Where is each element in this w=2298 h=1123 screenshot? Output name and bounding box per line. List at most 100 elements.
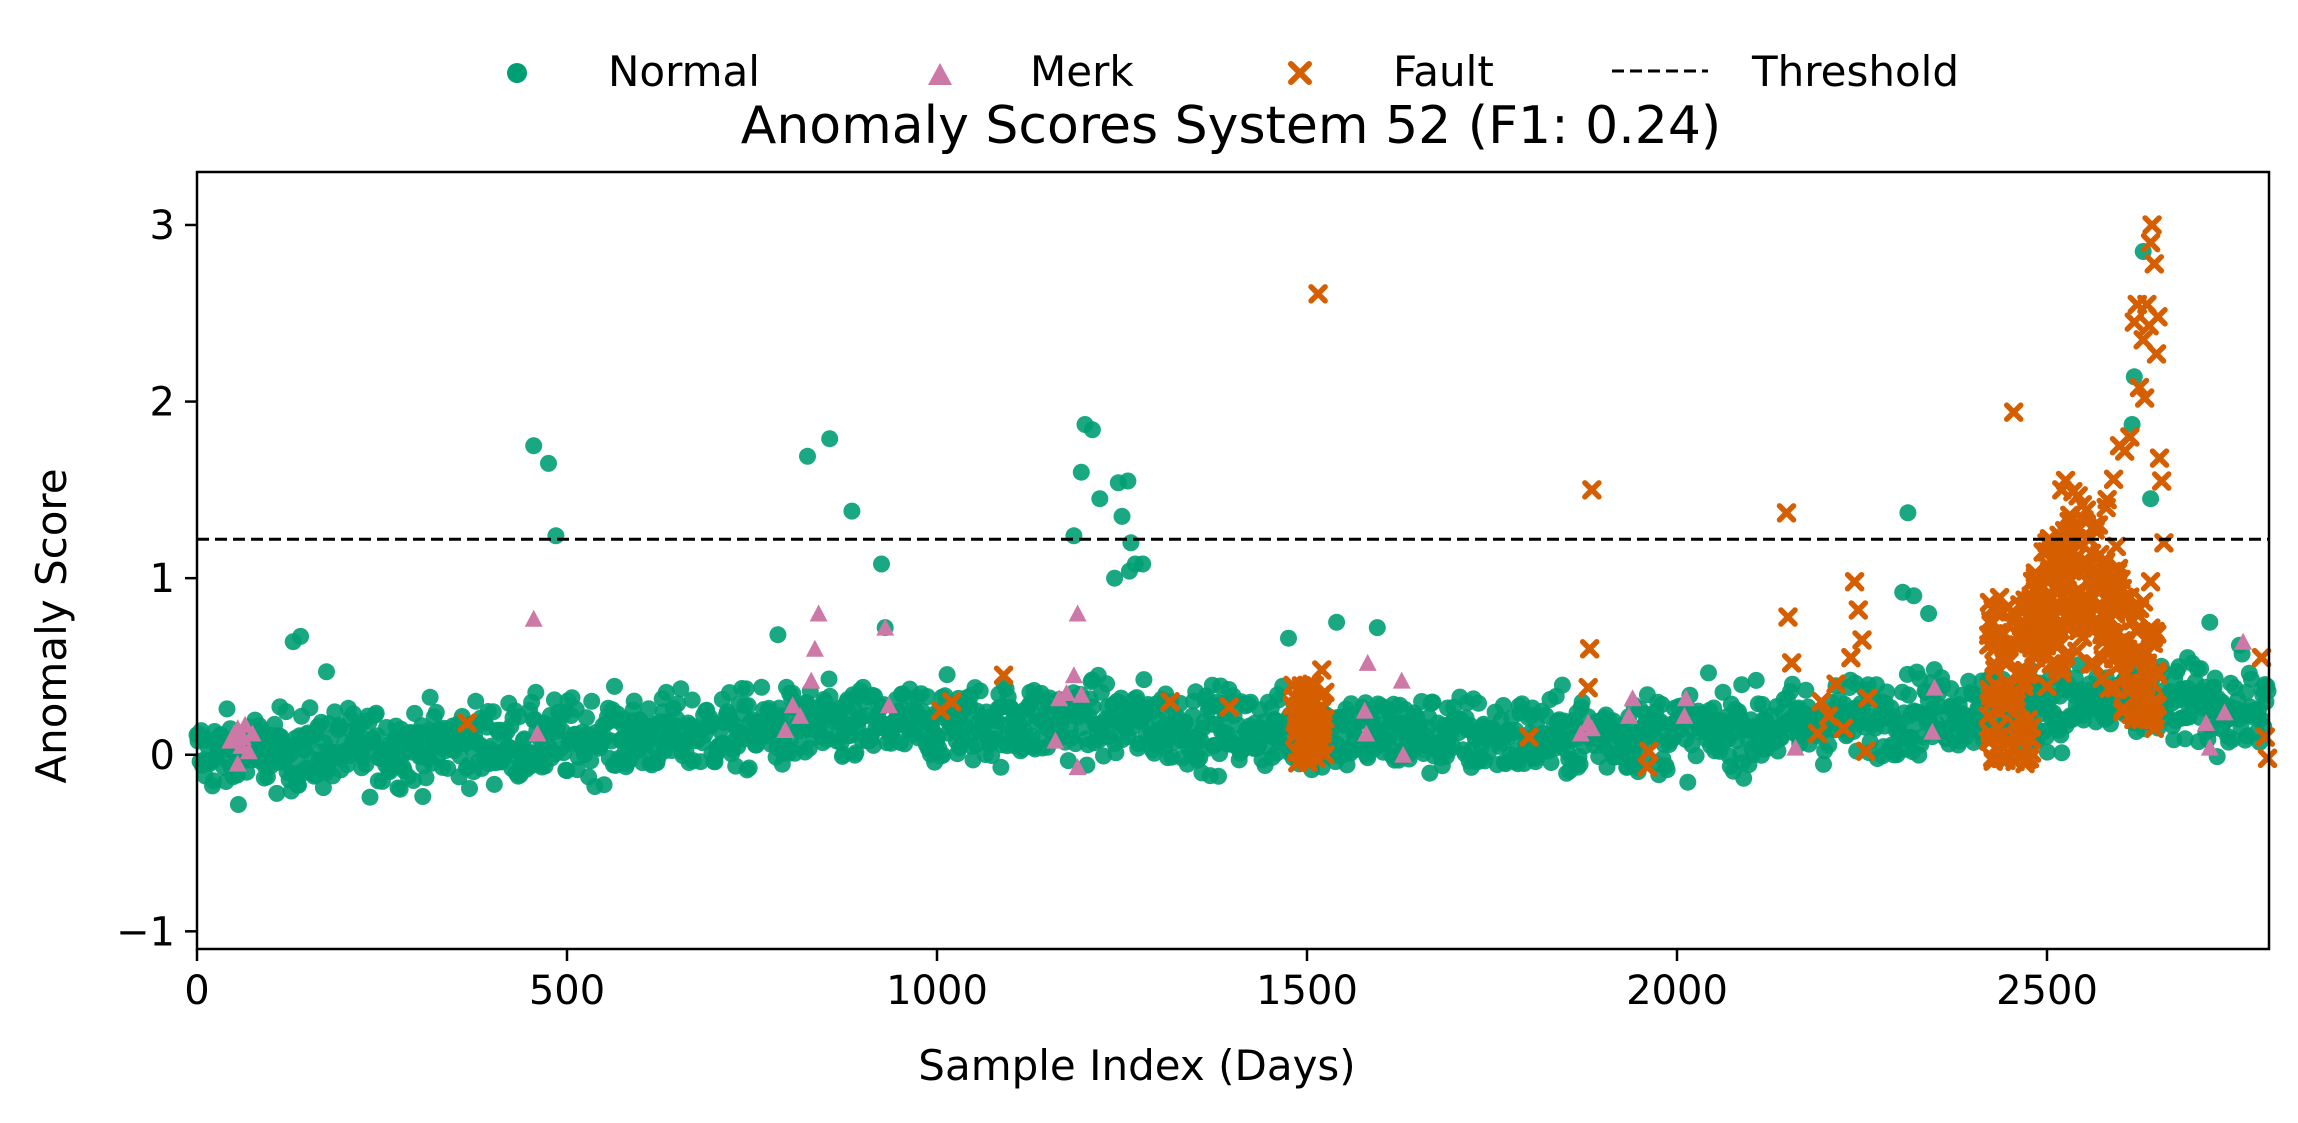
- x-tick-label: 2500: [1996, 968, 2098, 1014]
- fault-point: [2151, 471, 2172, 491]
- normal-point: [1900, 686, 1917, 704]
- fault-point: [1991, 626, 2011, 647]
- normal-point: [1368, 619, 1386, 637]
- fault-point: [1811, 692, 1832, 712]
- normal-point: [1494, 697, 1512, 714]
- normal-point: [314, 779, 332, 797]
- normal-point: [391, 780, 409, 798]
- merk-point: [228, 754, 247, 772]
- fault-point: [1858, 688, 1878, 708]
- merk-point: [876, 618, 895, 636]
- merk-point: [524, 609, 543, 627]
- fault-point: [2074, 510, 2094, 530]
- fault-point: [2114, 649, 2135, 669]
- fault-point: [2120, 427, 2140, 447]
- fault-point: [2060, 611, 2081, 631]
- x-tick-label: 500: [529, 968, 605, 1014]
- normal-point: [525, 437, 543, 455]
- x-tick-label: 1500: [1256, 968, 1358, 1014]
- fault-point: [1841, 647, 1861, 668]
- fault-point: [2142, 215, 2162, 235]
- legend-merk-marker: [928, 63, 952, 85]
- normal-point: [578, 709, 595, 727]
- normal-point: [1424, 693, 1442, 711]
- normal-point: [657, 683, 675, 701]
- fault-point: [1302, 711, 1322, 732]
- fault-point: [2036, 636, 2057, 656]
- fault-point: [1818, 706, 1839, 726]
- normal-point: [421, 688, 439, 706]
- fault-point: [2012, 721, 2032, 741]
- normal-point: [461, 780, 478, 797]
- legend-fault-marker: [1288, 61, 1312, 85]
- merk-point: [809, 604, 828, 622]
- normal-point: [1967, 686, 1985, 704]
- normal-point: [205, 772, 223, 790]
- normal-point: [821, 687, 839, 705]
- fault-point: [2129, 377, 2150, 398]
- legend-merk-label: Merk: [1030, 47, 1134, 96]
- merk-point: [783, 696, 802, 714]
- merk-point: [243, 724, 262, 742]
- fault-point: [2054, 520, 2075, 541]
- fault-point: [457, 713, 477, 733]
- merk-point: [1068, 758, 1087, 776]
- normal-point: [301, 699, 319, 717]
- fault-point: [2257, 748, 2278, 769]
- merk-point: [1068, 604, 1087, 622]
- normal-point: [1769, 742, 1787, 760]
- fault-point: [2067, 641, 2087, 662]
- normal-point: [318, 663, 335, 681]
- normal-point: [1072, 463, 1090, 481]
- normal-point: [1733, 676, 1751, 694]
- normal-point: [992, 758, 1010, 776]
- normal-point: [740, 759, 758, 777]
- normal-point: [1542, 754, 1560, 771]
- normal-point: [1083, 421, 1101, 439]
- legend-normal-marker: [507, 63, 527, 83]
- merk-point: [1357, 724, 1376, 742]
- fault-point: [2106, 536, 2127, 557]
- normal-point: [2038, 743, 2056, 761]
- y-tick-label: 3: [150, 203, 175, 249]
- normal-point: [843, 502, 861, 520]
- fault-point: [2022, 588, 2043, 609]
- fault-point: [1981, 728, 2002, 749]
- merk-point: [791, 706, 810, 724]
- fault-point: [2140, 571, 2161, 592]
- normal-point: [1783, 675, 1801, 693]
- fault-point: [1312, 660, 1332, 680]
- fault-point: [2149, 448, 2170, 468]
- normal-point: [1470, 694, 1487, 712]
- fault-point: [1985, 675, 2006, 695]
- fault-point: [1991, 748, 2011, 769]
- fault-point: [2096, 497, 2116, 518]
- merk-point: [1072, 685, 1091, 703]
- fault-point: [2129, 687, 2150, 707]
- fault-point: [1999, 651, 2019, 671]
- fault-point: [1639, 741, 1659, 761]
- fault-point: [1996, 697, 2016, 718]
- normal-point: [1120, 562, 1138, 580]
- normal-point: [414, 788, 432, 805]
- fault-point: [1579, 639, 1600, 659]
- fault-point: [2072, 618, 2092, 638]
- normal-point: [1210, 767, 1227, 785]
- normal-point: [417, 769, 435, 787]
- normal-point: [625, 692, 643, 710]
- normal-point: [1553, 676, 1571, 694]
- fault-point: [2009, 636, 2029, 657]
- normal-point: [1700, 664, 1717, 682]
- normal-point: [983, 747, 1001, 764]
- normal-point: [1098, 675, 1116, 693]
- normal-point: [934, 746, 952, 764]
- normal-point: [683, 691, 701, 709]
- normal-point: [277, 703, 295, 721]
- legend-threshold-label: Threshold: [1751, 47, 1959, 96]
- x-tick-label: 1000: [886, 968, 988, 1014]
- fault-point: [1308, 284, 1328, 304]
- merk-point: [239, 742, 258, 760]
- x-axis-title: Sample Index (Days): [918, 1041, 1355, 1090]
